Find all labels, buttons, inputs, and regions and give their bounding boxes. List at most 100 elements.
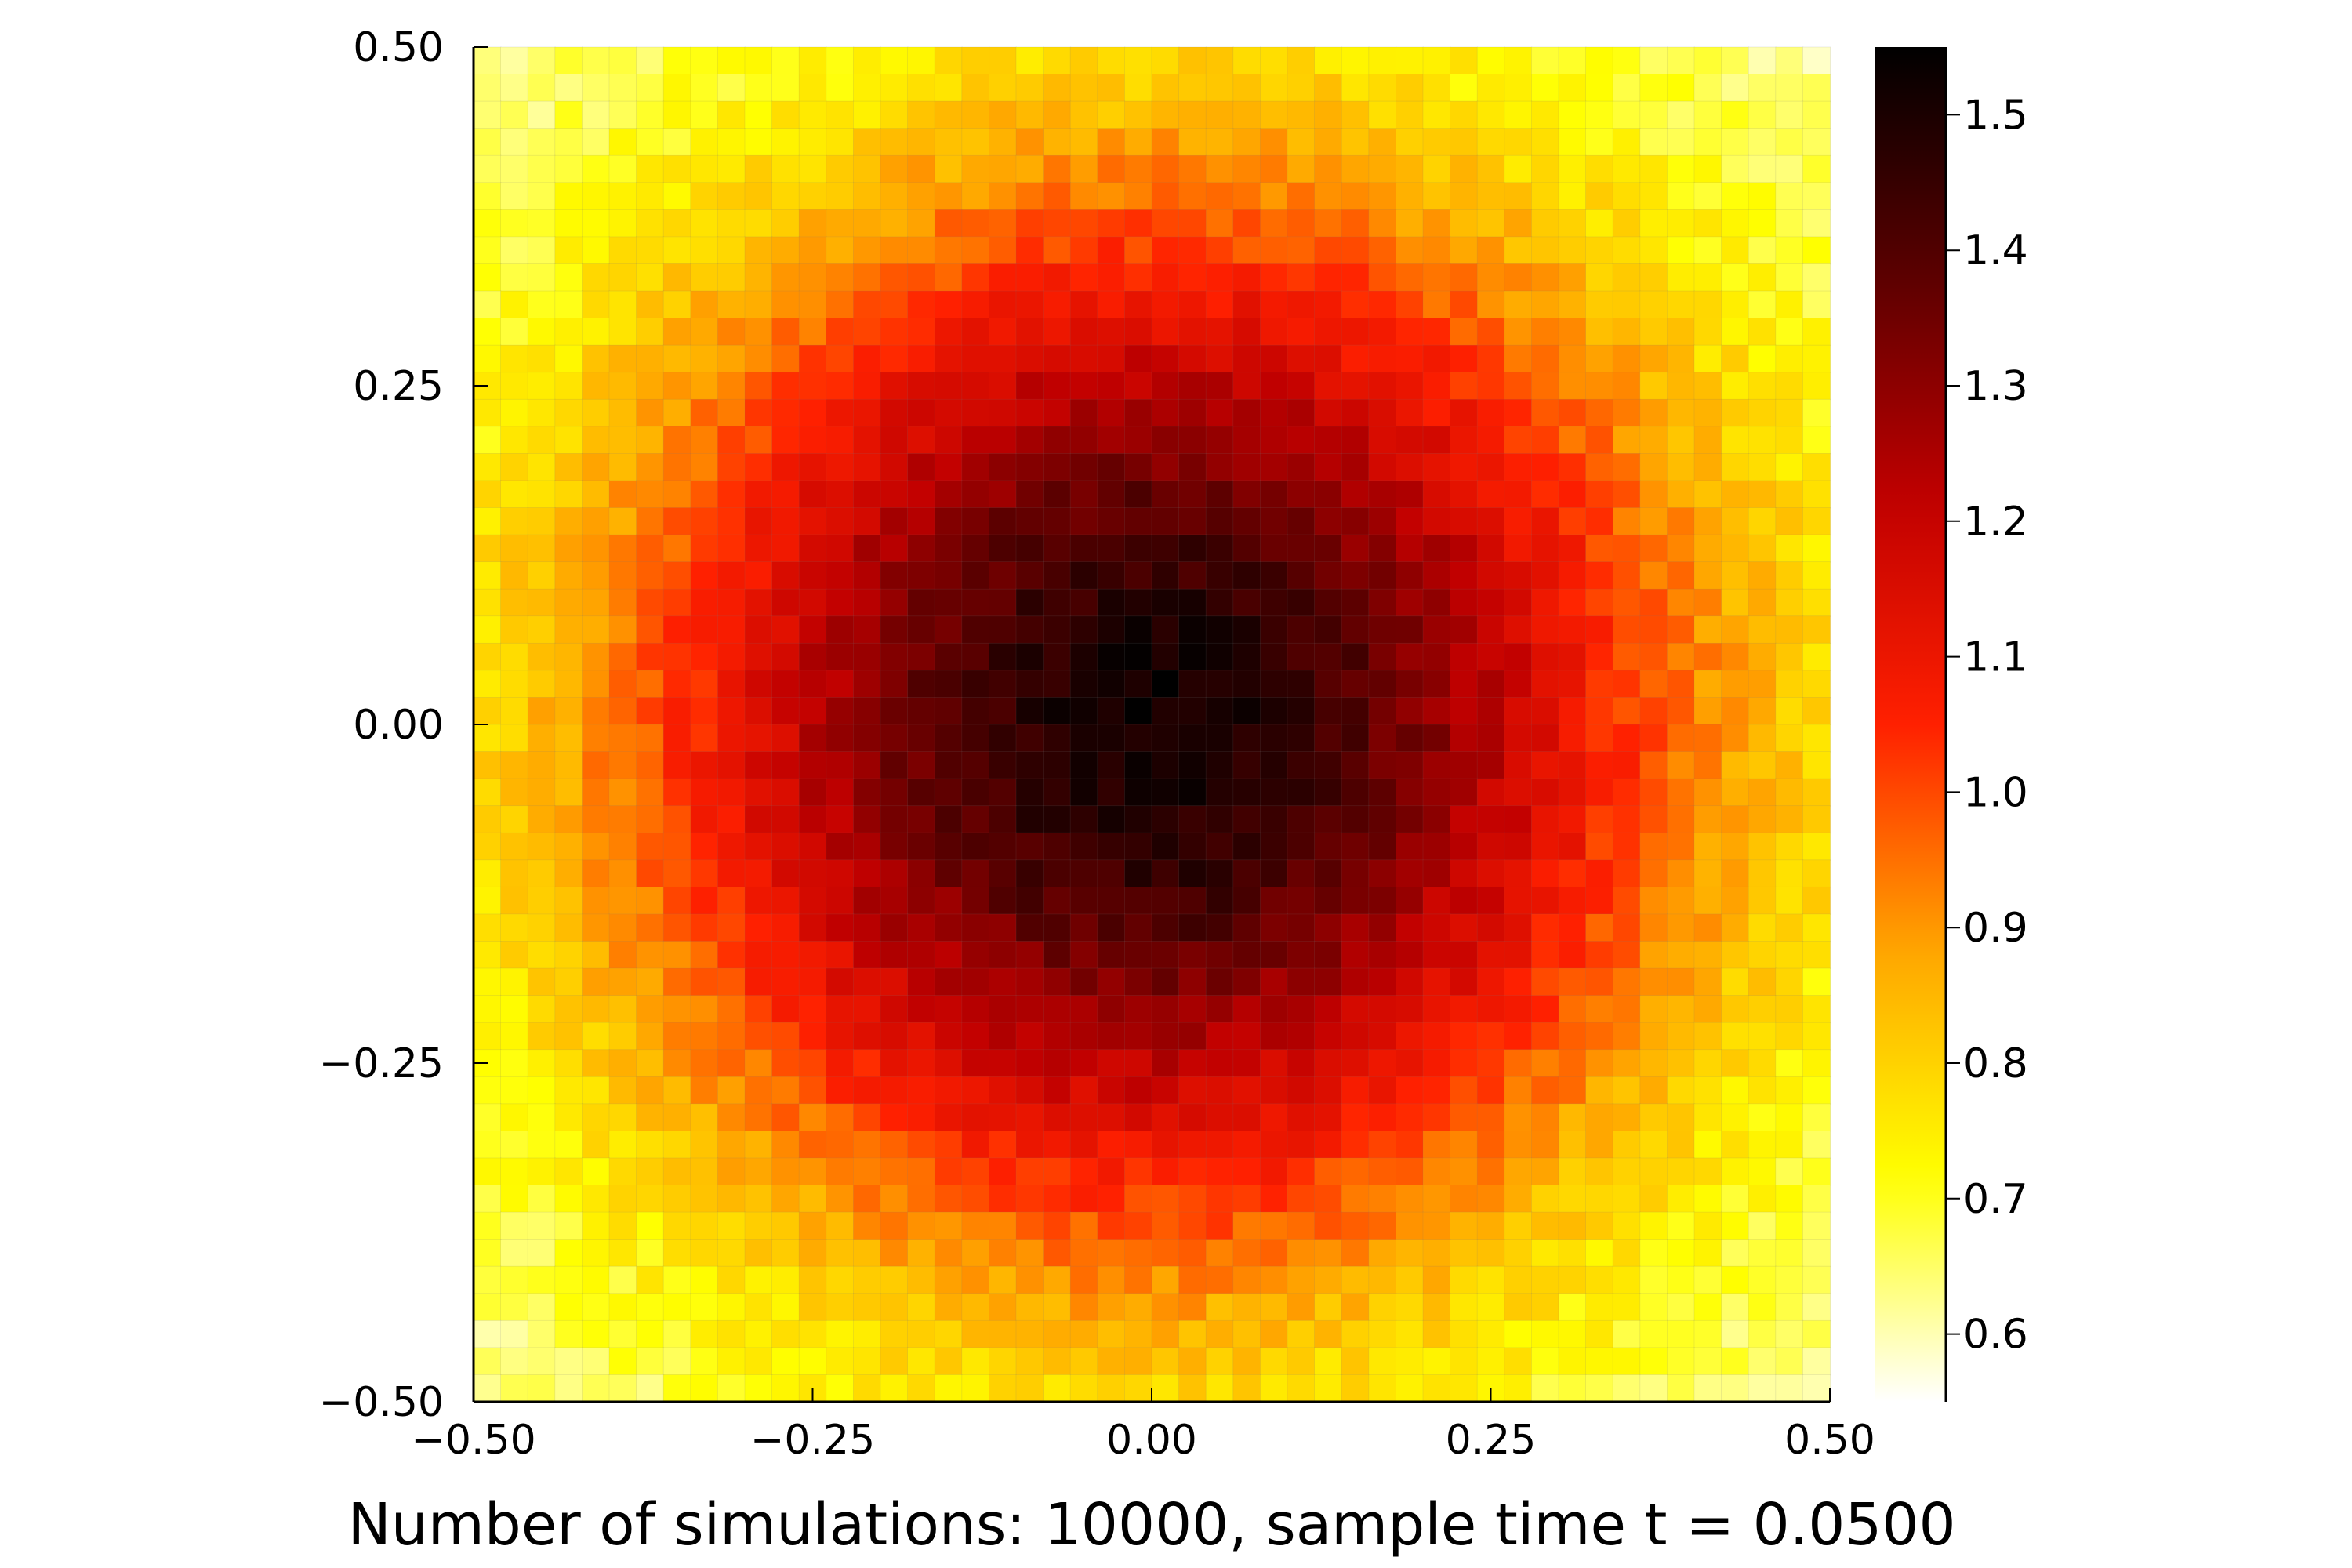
heatmap-cell [1396,182,1425,211]
heatmap-cell [1666,480,1695,509]
heatmap-cell [1450,995,1479,1024]
heatmap-cell [1205,426,1234,455]
heatmap-cell [1097,1185,1126,1214]
heatmap-cell [1341,751,1370,780]
heatmap-cell [554,318,583,347]
heatmap-cell [1666,886,1695,915]
heatmap-cell [1585,236,1614,265]
heatmap-cell [826,74,855,103]
heatmap-cell [636,832,665,861]
heatmap-cell [1666,426,1695,455]
heatmap-cell [1612,1157,1641,1186]
heatmap-cell [798,128,827,157]
heatmap-cell [1015,995,1044,1024]
heatmap-cell [636,967,665,996]
heatmap-cell [1151,344,1180,373]
heatmap-cell [1232,182,1261,211]
heatmap-cell [1450,209,1479,238]
heatmap-cell [473,100,502,129]
heatmap-cell [1639,1374,1668,1403]
heatmap-cell [500,886,529,915]
heatmap-cell [1802,1319,1831,1348]
heatmap-cell [1368,263,1397,292]
heatmap-cell [1802,1049,1831,1078]
heatmap-cell [1341,426,1370,455]
heatmap-cell [1151,1319,1180,1348]
heatmap-cell [1531,1211,1560,1240]
heatmap-cell [1639,751,1668,780]
heatmap-cell [1504,1131,1533,1159]
heatmap-cell [500,832,529,861]
heatmap-cell [1639,1131,1668,1159]
heatmap-cell [1585,372,1614,401]
heatmap-cell [1531,1265,1560,1294]
heatmap-cell [1775,290,1804,319]
heatmap-cell [717,1265,746,1294]
heatmap-cell [907,290,936,319]
heatmap-cell [1775,1103,1804,1132]
heatmap-cell [1314,154,1343,183]
heatmap-cell [744,724,773,753]
heatmap-cell [989,236,1018,265]
heatmap-cell [1124,1265,1153,1294]
heatmap-cell [1069,426,1098,455]
heatmap-cell [1069,209,1098,238]
heatmap-cell [1422,74,1451,103]
heatmap-cell [554,372,583,401]
heatmap-cell [527,263,556,292]
heatmap-cell [798,642,827,671]
heatmap-cell [1450,913,1479,942]
heatmap-cell [1558,480,1587,509]
heatmap-cell [1476,724,1505,753]
heatmap-cell [608,1185,637,1214]
heatmap-cell [1043,1022,1072,1051]
heatmap-cell [1558,941,1587,970]
heatmap-cell [1205,453,1234,481]
heatmap-cell [880,1265,909,1294]
heatmap-cell [1802,886,1831,915]
heatmap-cell [1015,913,1044,942]
heatmap-cell [1232,318,1261,347]
heatmap-cell [1015,1076,1044,1105]
heatmap-cell [1396,100,1425,129]
heatmap-cell [1612,1185,1641,1214]
heatmap-cell [1802,724,1831,753]
heatmap-cell [1721,154,1750,183]
heatmap-cell [853,670,882,699]
heatmap-cell [1476,182,1505,211]
heatmap-cell [608,398,637,427]
heatmap-cell [826,561,855,590]
heatmap-cell [771,290,800,319]
heatmap-cell [798,209,827,238]
heatmap-cell [744,182,773,211]
heatmap-cell [554,480,583,509]
heatmap-cell [1069,1049,1098,1078]
heatmap-cell [1558,507,1587,536]
heatmap-cell [907,209,936,238]
heatmap-cell [1260,697,1289,726]
heatmap-cell [1124,480,1153,509]
heatmap-cell [1721,74,1750,103]
heatmap-cell [1476,154,1505,183]
heatmap-cell [690,263,719,292]
heatmap-cell [1097,426,1126,455]
heatmap-cell [934,1103,963,1132]
heatmap-cell [690,480,719,509]
heatmap-cell [1693,1131,1722,1159]
heatmap-cell [1396,128,1425,157]
heatmap-cell [907,534,936,563]
heatmap-cell [1450,1211,1479,1240]
heatmap-cell [473,182,502,211]
heatmap-cell [1178,588,1207,617]
heatmap-cell [1178,426,1207,455]
heatmap-cell [582,236,611,265]
heatmap-cell [1504,1157,1533,1186]
heatmap-cell [1043,724,1072,753]
heatmap-cell [500,1103,529,1132]
heatmap-cell [853,236,882,265]
heatmap-cell [798,697,827,726]
heatmap-cell [582,859,611,888]
heatmap-cell [880,1076,909,1105]
heatmap-cell [662,1049,691,1078]
heatmap-cell [1069,1293,1098,1322]
